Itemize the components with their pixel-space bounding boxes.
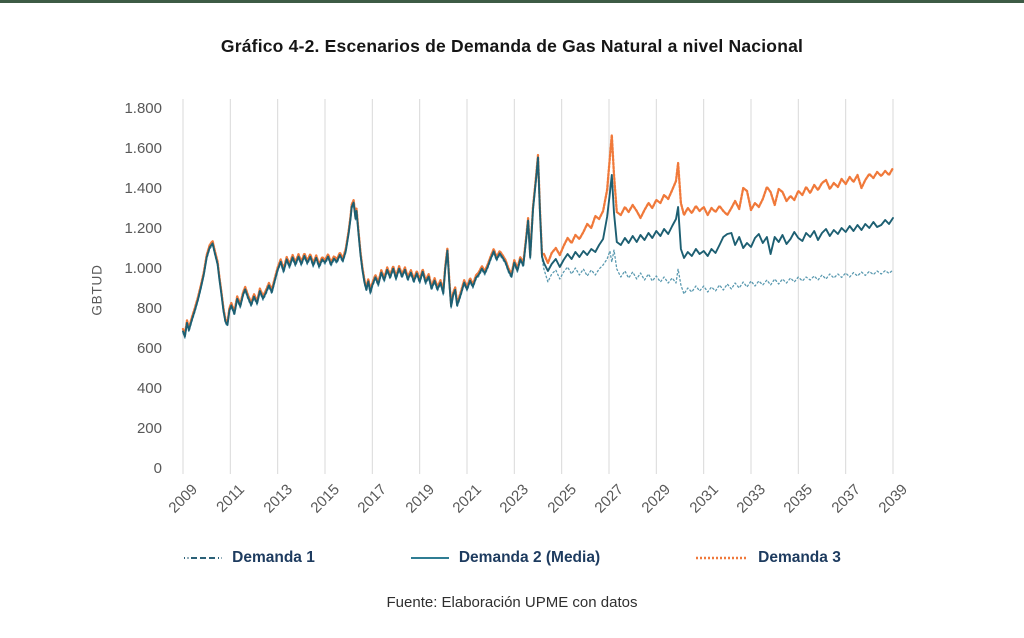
demanda-3-line-swatch (696, 556, 749, 560)
series-line-demanda-2-media- (182, 156, 894, 338)
chart-title: Gráfico 4-2. Escenarios de Demanda de Ga… (220, 36, 804, 56)
y-tick-1.000: 1.000 (124, 260, 162, 277)
legend-item-demanda-3: Demanda 3 (695, 549, 841, 567)
line-chart (181, 99, 895, 474)
y-tick-1.400: 1.400 (124, 180, 162, 197)
y-tick-400: 400 (136, 380, 162, 397)
source-caption: Fuente: Elaboración UPME con datos (386, 594, 638, 611)
y-tick-800: 800 (136, 300, 162, 317)
chart-legend: Demanda 1 Demanda 2 (Media) Demanda 3 (0, 549, 1024, 567)
demanda-2-line-swatch (410, 557, 449, 559)
legend-item-demanda-2: Demanda 2 (Media) (410, 549, 600, 567)
demanda-1-line-swatch (184, 557, 223, 559)
y-tick-200: 200 (136, 420, 162, 437)
y-tick-0: 0 (153, 460, 162, 477)
y-tick-1.200: 1.200 (124, 220, 162, 237)
y-tick-600: 600 (136, 340, 162, 357)
y-tick-1.800: 1.800 (124, 100, 162, 117)
legend-item-demanda-1: Demanda 1 (183, 549, 315, 567)
y-tick-1.600: 1.600 (124, 140, 162, 157)
legend-label-demanda-2: Demanda 2 (Media) (458, 549, 601, 566)
legend-label-demanda-1: Demanda 1 (232, 549, 315, 566)
legend-label-demanda-3: Demanda 3 (758, 549, 841, 566)
